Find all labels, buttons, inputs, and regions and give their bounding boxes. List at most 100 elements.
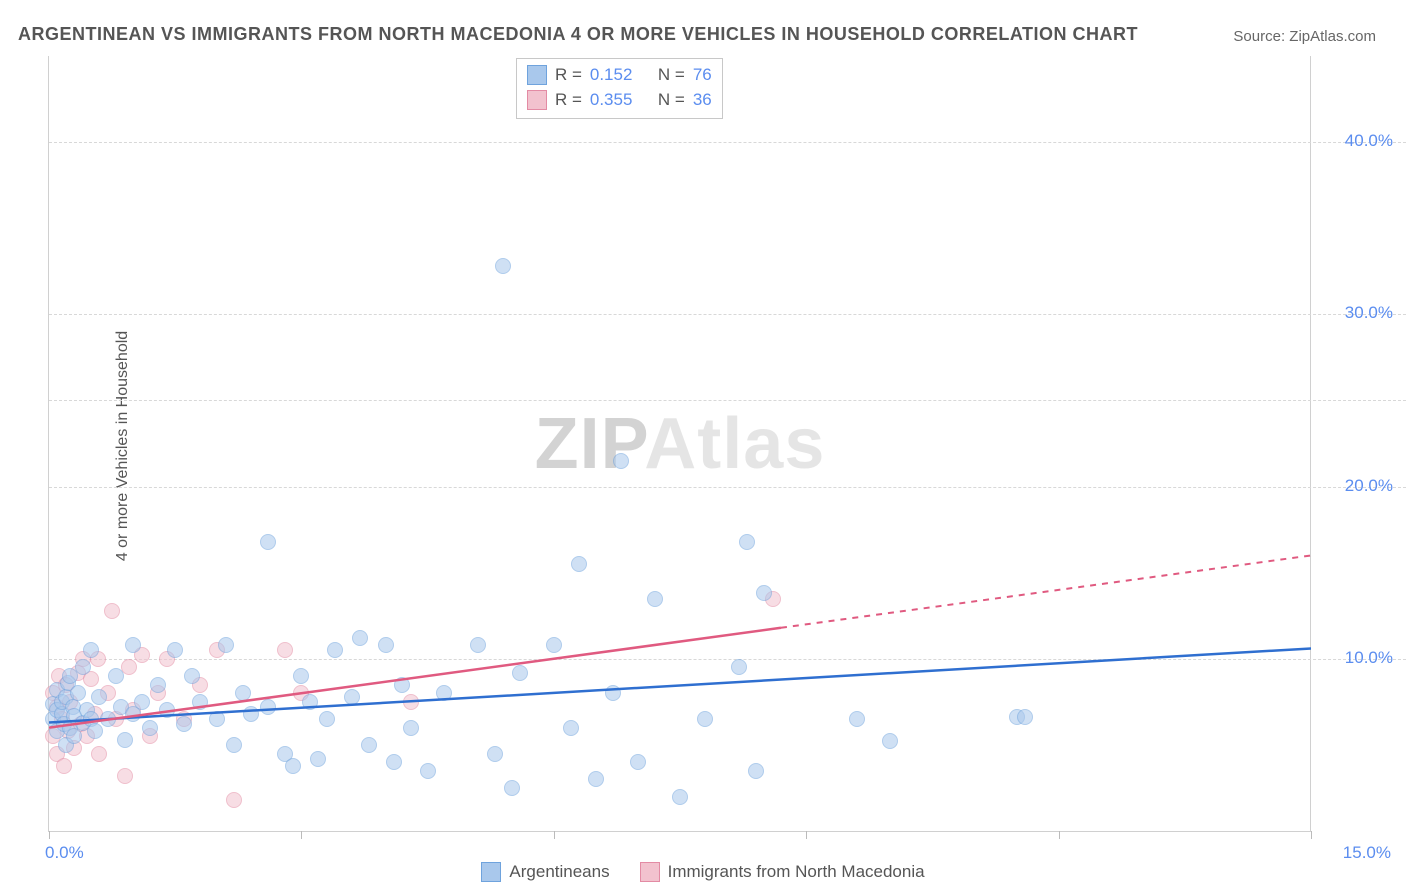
stats-row: R = 0.355 N = 36 xyxy=(527,88,712,113)
scatter-point xyxy=(647,591,663,607)
x-tick xyxy=(49,831,50,839)
scatter-point xyxy=(310,751,326,767)
scatter-point xyxy=(630,754,646,770)
scatter-point xyxy=(176,716,192,732)
scatter-point xyxy=(756,585,772,601)
scatter-point xyxy=(91,746,107,762)
scatter-point xyxy=(731,659,747,675)
right-axis-rule xyxy=(1310,56,1311,831)
scatter-point xyxy=(108,668,124,684)
scatter-point xyxy=(91,689,107,705)
scatter-point xyxy=(319,711,335,727)
scatter-point xyxy=(563,720,579,736)
scatter-point xyxy=(361,737,377,753)
chart-container: ARGENTINEAN VS IMMIGRANTS FROM NORTH MAC… xyxy=(0,0,1406,892)
scatter-point xyxy=(260,699,276,715)
scatter-point xyxy=(117,732,133,748)
gridline xyxy=(49,487,1406,488)
scatter-point xyxy=(344,689,360,705)
stats-n-label: N = xyxy=(658,63,685,88)
legend-item-macedonia: Immigrants from North Macedonia xyxy=(640,862,925,882)
scatter-point xyxy=(226,792,242,808)
scatter-point xyxy=(613,453,629,469)
scatter-point xyxy=(75,659,91,675)
x-tick xyxy=(301,831,302,839)
stats-r-label: R = xyxy=(555,88,582,113)
trendline-extrapolated xyxy=(781,555,1311,627)
scatter-point xyxy=(260,534,276,550)
scatter-point xyxy=(352,630,368,646)
gridline xyxy=(49,314,1406,315)
stats-r-value: 0.355 xyxy=(590,88,633,113)
scatter-point xyxy=(849,711,865,727)
stats-r-value: 0.152 xyxy=(590,63,633,88)
scatter-point xyxy=(104,603,120,619)
scatter-point xyxy=(1017,709,1033,725)
stats-r-label: R = xyxy=(555,63,582,88)
scatter-point xyxy=(100,711,116,727)
y-tick-label: 10.0% xyxy=(1345,648,1393,668)
scatter-point xyxy=(66,728,82,744)
scatter-point xyxy=(117,768,133,784)
stats-swatch xyxy=(527,90,547,110)
scatter-point xyxy=(192,694,208,710)
x-tick-label: 0.0% xyxy=(45,843,84,863)
scatter-point xyxy=(142,720,158,736)
x-tick xyxy=(806,831,807,839)
source-attribution: Source: ZipAtlas.com xyxy=(1233,28,1376,45)
scatter-point xyxy=(302,694,318,710)
chart-title: ARGENTINEAN VS IMMIGRANTS FROM NORTH MAC… xyxy=(18,24,1138,45)
scatter-point xyxy=(495,258,511,274)
source-prefix: Source: xyxy=(1233,28,1289,45)
scatter-point xyxy=(546,637,562,653)
x-tick xyxy=(1311,831,1312,839)
scatter-point xyxy=(125,637,141,653)
stats-row: R = 0.152 N = 76 xyxy=(527,63,712,88)
scatter-point xyxy=(605,685,621,701)
scatter-point xyxy=(386,754,402,770)
scatter-point xyxy=(159,702,175,718)
stats-n-value: 76 xyxy=(693,63,712,88)
stats-swatch xyxy=(527,65,547,85)
scatter-point xyxy=(420,763,436,779)
y-tick-label: 20.0% xyxy=(1345,476,1393,496)
scatter-point xyxy=(504,780,520,796)
scatter-point xyxy=(134,694,150,710)
trend-overlay xyxy=(49,56,1311,831)
scatter-point xyxy=(571,556,587,572)
scatter-point xyxy=(277,642,293,658)
scatter-point xyxy=(403,720,419,736)
scatter-point xyxy=(672,789,688,805)
scatter-point xyxy=(882,733,898,749)
scatter-point xyxy=(87,723,103,739)
y-tick-label: 30.0% xyxy=(1345,303,1393,323)
plot-area: ZIPAtlas 10.0%20.0%30.0%40.0%0.0%15.0%R … xyxy=(48,56,1311,832)
scatter-point xyxy=(327,642,343,658)
scatter-point xyxy=(378,637,394,653)
scatter-point xyxy=(487,746,503,762)
scatter-point xyxy=(56,758,72,774)
stats-legend: R = 0.152 N = 76R = 0.355 N = 36 xyxy=(516,58,723,119)
legend-item-argentineans: Argentineans xyxy=(481,862,609,882)
scatter-point xyxy=(436,685,452,701)
scatter-point xyxy=(167,642,183,658)
watermark-zip: ZIP xyxy=(535,404,645,484)
scatter-point xyxy=(588,771,604,787)
scatter-point xyxy=(739,534,755,550)
scatter-point xyxy=(184,668,200,684)
legend-label-1: Immigrants from North Macedonia xyxy=(668,862,925,882)
scatter-point xyxy=(697,711,713,727)
stats-n-label: N = xyxy=(658,88,685,113)
x-tick xyxy=(554,831,555,839)
scatter-point xyxy=(403,694,419,710)
stats-n-value: 36 xyxy=(693,88,712,113)
legend-swatch-0 xyxy=(481,862,501,882)
source-name: ZipAtlas.com xyxy=(1289,28,1376,45)
scatter-point xyxy=(235,685,251,701)
x-tick xyxy=(1059,831,1060,839)
y-tick-label: 40.0% xyxy=(1345,131,1393,151)
scatter-point xyxy=(285,758,301,774)
scatter-point xyxy=(209,711,225,727)
gridline xyxy=(49,142,1406,143)
scatter-point xyxy=(70,685,86,701)
